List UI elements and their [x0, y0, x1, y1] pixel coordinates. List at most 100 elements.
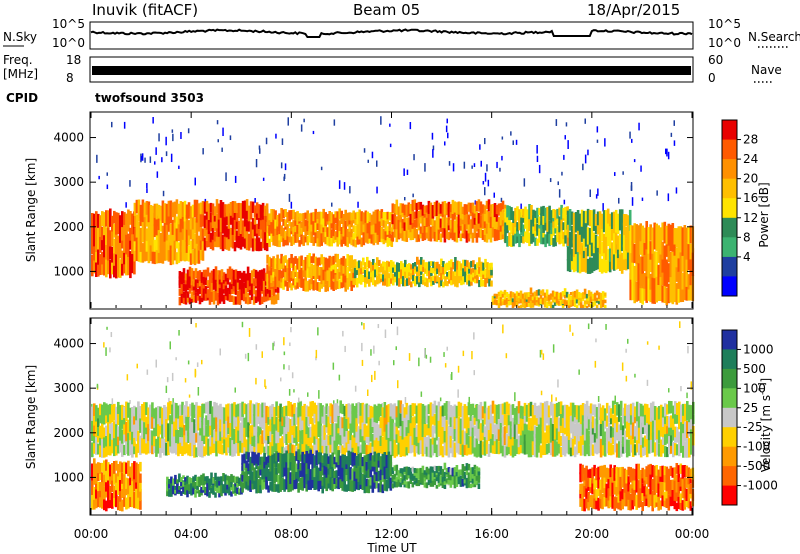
- echo-cell: [505, 414, 509, 425]
- echo-cell: [432, 267, 435, 274]
- echo-cell: [531, 426, 535, 442]
- echo-cell: [103, 212, 106, 236]
- echo-cell: [319, 459, 322, 471]
- echo-cell: [105, 459, 108, 471]
- echo-cell: [577, 296, 581, 301]
- echo-cell: [95, 419, 98, 438]
- echo-cell: [203, 432, 206, 444]
- echo-cell: [491, 212, 495, 228]
- echo-cell: [217, 203, 221, 220]
- echo-cell: [224, 285, 228, 297]
- echo-cell: [671, 277, 675, 305]
- echo-cell: [273, 474, 276, 484]
- colorbar-tick-label: 500: [743, 362, 766, 376]
- echo-cell: [491, 204, 495, 217]
- echo-cell: [103, 252, 106, 276]
- echo-cell: [284, 209, 287, 217]
- echo-cell: [324, 257, 327, 265]
- echo-cell: [259, 435, 262, 446]
- scatter-point: [487, 179, 490, 187]
- echo-cell: [182, 268, 186, 278]
- scatter-point: [582, 163, 584, 171]
- echo-cell: [514, 215, 517, 228]
- echo-cell: [186, 481, 189, 491]
- scatter-point: [587, 323, 590, 330]
- echo-cell: [431, 442, 435, 456]
- echo-cell: [168, 489, 171, 497]
- echo-cell: [681, 237, 685, 256]
- echo-cell: [401, 476, 405, 483]
- echo-cell: [194, 481, 197, 490]
- echo-cell: [289, 472, 292, 484]
- echo-cell: [585, 293, 589, 299]
- scatter-point: [106, 326, 108, 330]
- echo-cell: [507, 414, 511, 426]
- echo-cell: [635, 224, 638, 245]
- echo-cell: [197, 432, 200, 445]
- echo-cell: [649, 463, 652, 475]
- echo-cell: [343, 405, 346, 417]
- echo-cell: [169, 425, 172, 439]
- echo-cell: [316, 282, 319, 291]
- echo-cell: [391, 428, 395, 445]
- echo-cell: [443, 471, 447, 478]
- echo-cell: [327, 435, 330, 446]
- scatter-point: [195, 323, 197, 328]
- scatter-point: [403, 168, 405, 176]
- echo-cell: [170, 489, 173, 497]
- echo-cell: [107, 490, 110, 509]
- echo-cell: [639, 484, 642, 497]
- echo-cell: [317, 467, 320, 481]
- echo-cell: [167, 200, 171, 217]
- echo-cell: [206, 289, 210, 298]
- echo-cell: [574, 234, 578, 255]
- echo-cell: [495, 435, 499, 454]
- echo-cell: [264, 272, 268, 282]
- echo-cell: [559, 401, 563, 414]
- echo-cell: [159, 424, 162, 435]
- echo-cell: [552, 219, 555, 228]
- echo-cell: [268, 216, 271, 225]
- echo-cell: [340, 257, 343, 265]
- echo-cell: [372, 259, 375, 265]
- echo-cell: [229, 234, 233, 248]
- echo-cell: [275, 416, 278, 431]
- echo-cell: [621, 407, 625, 418]
- echo-cell: [206, 267, 210, 277]
- echo-cell: [95, 211, 98, 227]
- scatter-point: [404, 197, 406, 201]
- echo-cell: [399, 221, 403, 234]
- echo-cell: [419, 403, 423, 419]
- echo-cell: [461, 223, 465, 234]
- echo-cell: [271, 444, 274, 456]
- scatter-point: [597, 396, 600, 402]
- echo-cell: [186, 489, 189, 498]
- echo-cell: [538, 208, 541, 216]
- echo-cell: [461, 206, 465, 214]
- echo-cell: [432, 275, 435, 281]
- scatter-point: [336, 399, 339, 405]
- echo-cell: [581, 292, 585, 299]
- echo-cell: [133, 213, 137, 227]
- echo-cell: [575, 292, 579, 300]
- echo-cell: [241, 230, 245, 247]
- echo-cell: [359, 415, 362, 430]
- echo-cell: [445, 472, 449, 478]
- echo-cell: [113, 461, 116, 474]
- echo-cell: [248, 278, 252, 287]
- echo-cell: [295, 407, 298, 419]
- echo-cell: [540, 213, 543, 226]
- echo-cell: [645, 421, 649, 439]
- scatter-point: [146, 369, 149, 375]
- echo-cell: [310, 218, 313, 232]
- echo-cell: [185, 415, 188, 431]
- echo-cell: [388, 212, 392, 221]
- echo-cell: [175, 439, 178, 455]
- echo-cell: [263, 468, 266, 479]
- echo-cell: [407, 438, 411, 454]
- echo-cell: [313, 441, 316, 455]
- scatter-point: [408, 353, 411, 361]
- echo-cell: [409, 204, 413, 214]
- echo-cell: [568, 231, 572, 253]
- echo-cell: [657, 264, 660, 285]
